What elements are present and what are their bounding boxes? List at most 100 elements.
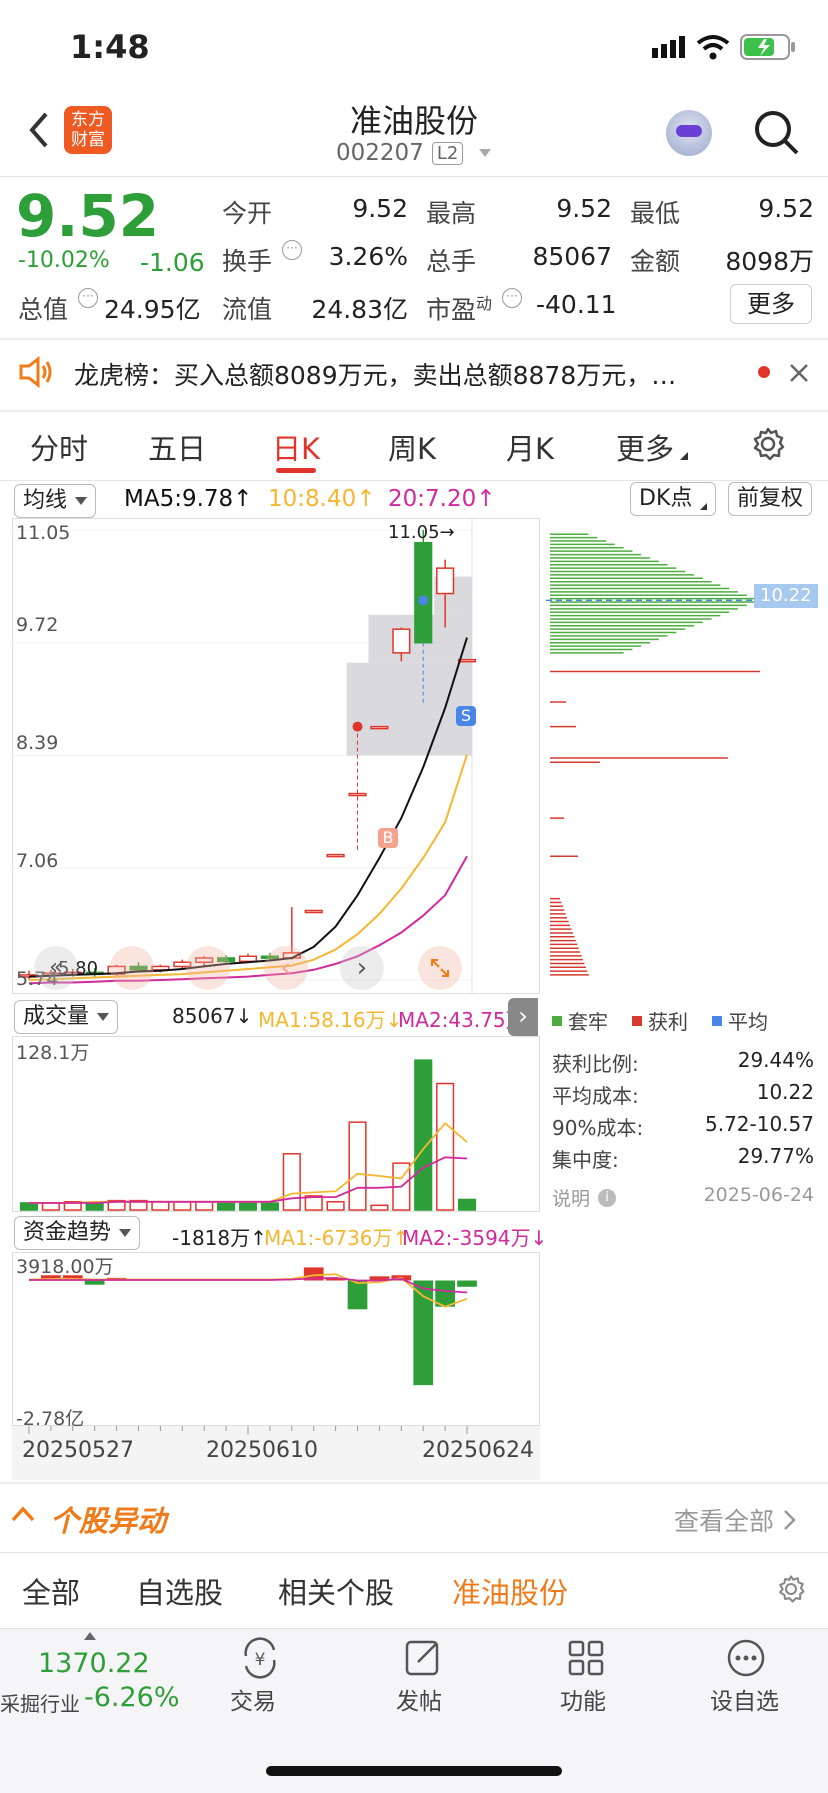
fund-selector-label: 资金趋势 bbox=[23, 1220, 112, 1245]
notice-text[interactable]: 龙虎榜：买入总额8089万元，卖出总额8878万元，… bbox=[74, 361, 677, 390]
scroll-left-fast-icon[interactable]: « bbox=[34, 946, 78, 990]
dk-point-button[interactable]: DK点 bbox=[630, 482, 717, 516]
signal-icon bbox=[652, 36, 688, 62]
fq-label: 前复权 bbox=[737, 486, 804, 511]
more-button[interactable]: 更多 bbox=[730, 284, 812, 324]
view-all-link[interactable]: 查看全部 bbox=[674, 1502, 798, 1538]
fund-ma1: MA1:-6736万↑ bbox=[264, 1226, 410, 1250]
function-grid-icon[interactable] bbox=[564, 1636, 608, 1684]
move-right-icon[interactable]: › bbox=[340, 946, 384, 990]
tab-fenshi[interactable]: 分时 bbox=[30, 432, 89, 466]
volume-chart bbox=[12, 1036, 540, 1212]
chevron-up-icon[interactable] bbox=[10, 1504, 36, 1528]
volume-bar bbox=[457, 1198, 477, 1211]
tab-rik[interactable]: 日K bbox=[272, 432, 321, 466]
turnover-label: 换手 bbox=[222, 247, 273, 276]
chip-note-link[interactable]: 说明 i bbox=[552, 1184, 617, 1211]
search-icon[interactable] bbox=[752, 108, 800, 160]
volume-selector[interactable]: 成交量 bbox=[14, 1000, 119, 1034]
low-value: 9.52 bbox=[758, 194, 814, 223]
tab-more[interactable]: 更多 bbox=[616, 426, 689, 468]
float-value: 24.83亿 bbox=[311, 295, 408, 324]
chip-stat-value: 29.77% bbox=[737, 1144, 814, 1168]
volume-bar bbox=[436, 1082, 455, 1211]
kline-chart[interactable] bbox=[12, 518, 540, 994]
volume-bar bbox=[282, 1153, 301, 1211]
speaker-icon bbox=[18, 355, 54, 392]
status-time: 1:48 bbox=[70, 28, 150, 66]
amount-value: 8098万 bbox=[725, 247, 814, 276]
fund-bar bbox=[303, 1267, 324, 1281]
volume-selector-label: 成交量 bbox=[23, 1004, 90, 1029]
more-dots-icon[interactable] bbox=[724, 1636, 768, 1684]
post-icon[interactable] bbox=[402, 1636, 446, 1684]
fund-selector[interactable]: 资金趋势 bbox=[14, 1216, 141, 1250]
trade-icon[interactable]: ¥ bbox=[238, 1636, 282, 1684]
candle-body bbox=[129, 965, 148, 971]
filter-tab-all[interactable]: 全部 bbox=[22, 1576, 81, 1610]
filter-tab-related[interactable]: 相关个股 bbox=[278, 1576, 395, 1610]
date-axis bbox=[12, 1426, 540, 1480]
date-label: 20250527 bbox=[22, 1438, 134, 1463]
corner-triangle-icon bbox=[680, 452, 689, 460]
back-icon[interactable] bbox=[26, 110, 50, 154]
pe-label-text: 市盈 bbox=[426, 295, 477, 325]
ma20-label: 20:7.20↑ bbox=[388, 486, 496, 512]
dk-point-label: DK点 bbox=[639, 486, 693, 511]
volume-bar bbox=[326, 1201, 345, 1211]
chart-frame bbox=[12, 518, 540, 994]
chip-stat-label: 平均成本: bbox=[552, 1084, 639, 1108]
nav-trade-label[interactable]: 交易 bbox=[230, 1689, 276, 1715]
info-icon[interactable]: ··· bbox=[78, 288, 98, 308]
volume-bar bbox=[63, 1201, 82, 1211]
turnover-value: 3.26% bbox=[328, 242, 408, 271]
robot-avatar-icon[interactable] bbox=[666, 110, 712, 156]
fullscreen-icon[interactable] bbox=[418, 946, 462, 990]
fq-button[interactable]: 前复权 bbox=[728, 482, 813, 516]
volume-bar bbox=[217, 1201, 236, 1211]
low-label: 最低 bbox=[630, 199, 681, 228]
volume-value: 85067 bbox=[532, 242, 612, 271]
info-icon[interactable]: ··· bbox=[282, 240, 302, 260]
filter-tab-watchlist[interactable]: 自选股 bbox=[136, 1576, 224, 1610]
tab-wuri[interactable]: 五日 bbox=[148, 432, 207, 466]
nav-function-label[interactable]: 功能 bbox=[560, 1689, 606, 1715]
price-axis-label: 7.06 bbox=[16, 850, 59, 872]
move-left-icon[interactable]: ‹ bbox=[264, 946, 308, 990]
index-value[interactable]: 1370.22 bbox=[38, 1648, 150, 1679]
high-value: 9.52 bbox=[556, 194, 612, 223]
filter-tab-stock[interactable]: 准油股份 bbox=[452, 1576, 569, 1610]
candle-body bbox=[195, 957, 214, 963]
max-price-marker: 11.05→ bbox=[388, 522, 455, 543]
fund-min-label: -2.78亿 bbox=[16, 1408, 85, 1430]
ma-selector[interactable]: 均线 bbox=[14, 484, 97, 518]
fund-bar bbox=[413, 1280, 434, 1386]
current-price: 9.52 bbox=[16, 182, 160, 250]
volume-bar bbox=[173, 1201, 192, 1211]
legend-label: 获利 bbox=[648, 1010, 688, 1034]
settings-gear-icon[interactable] bbox=[750, 426, 786, 466]
nav-post-label[interactable]: 发帖 bbox=[396, 1689, 442, 1715]
pressure-zone bbox=[346, 662, 472, 756]
tab-yuek[interactable]: 月K bbox=[506, 432, 555, 466]
stock-code-row[interactable]: 002207 L2 bbox=[336, 140, 492, 166]
buy-marker[interactable]: B bbox=[378, 828, 398, 848]
zoom-in-icon[interactable] bbox=[110, 946, 154, 990]
date-label: 20250624 bbox=[422, 1438, 534, 1463]
fund-bar bbox=[41, 1275, 61, 1281]
volume-bar bbox=[19, 1202, 39, 1211]
sell-marker[interactable]: S bbox=[456, 706, 476, 726]
candle-body bbox=[348, 792, 367, 797]
mcap-label: 总值 bbox=[18, 295, 69, 324]
settings-gear-icon[interactable] bbox=[776, 1574, 806, 1608]
nav-add-watch-label[interactable]: 设自选 bbox=[710, 1689, 779, 1715]
chart-frame bbox=[12, 1036, 540, 1212]
close-icon[interactable] bbox=[788, 362, 810, 388]
tab-zhouk[interactable]: 周K bbox=[388, 432, 437, 466]
info-icon[interactable]: ··· bbox=[502, 288, 522, 308]
stock-name: 准油股份 bbox=[349, 102, 478, 140]
stock-code: 002207 bbox=[336, 140, 424, 166]
expand-panel-icon[interactable]: › bbox=[508, 998, 538, 1036]
zoom-out-icon[interactable] bbox=[186, 946, 230, 990]
volume-bar bbox=[304, 1195, 323, 1211]
